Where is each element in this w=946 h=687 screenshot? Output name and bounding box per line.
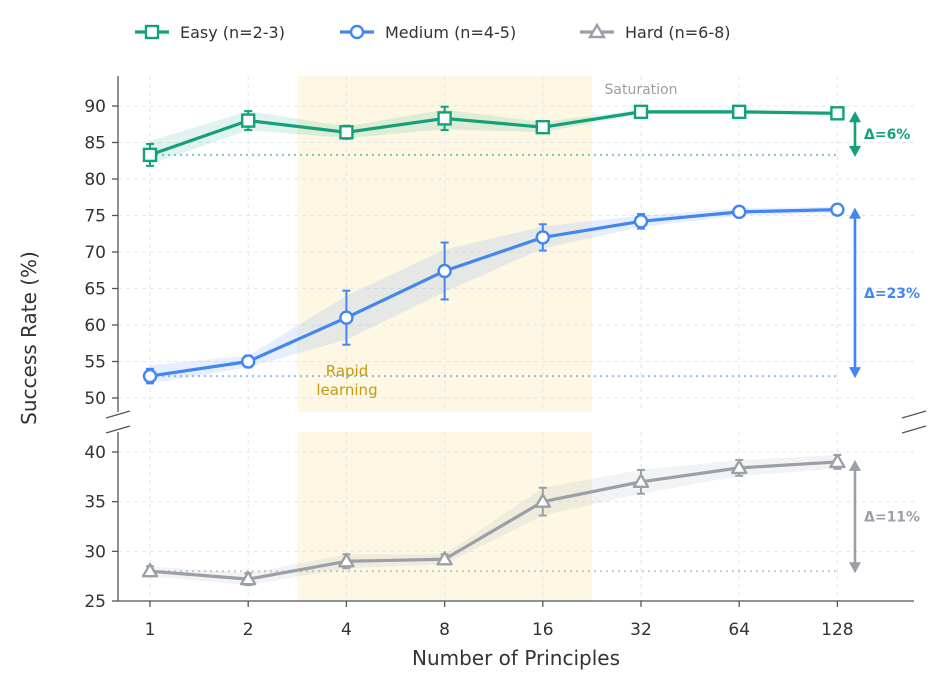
annotation-layer: Saturation Rapid learning xyxy=(316,82,677,399)
y-tick-label: 40 xyxy=(84,443,106,463)
legend-triangle-marker xyxy=(587,22,607,39)
series-2-point xyxy=(829,453,846,469)
saturation-annotation: Saturation xyxy=(605,82,678,98)
legend-square-marker xyxy=(144,24,160,40)
delta-arrow-0: Δ=6% xyxy=(849,111,910,157)
axis-break-mark xyxy=(105,425,131,434)
series-0-point xyxy=(240,113,256,128)
x-tick-label: 32 xyxy=(630,620,652,640)
series-0-point xyxy=(633,104,649,120)
series-0-point xyxy=(437,111,452,126)
delta-arrow-head-down xyxy=(849,145,861,157)
legend-label: Easy (n=2-3) xyxy=(180,23,285,42)
series-1-point xyxy=(830,202,845,217)
x-axis-title: Number of Principles xyxy=(412,646,620,670)
series-1-point xyxy=(535,230,550,245)
delta-arrow-head-up xyxy=(849,111,861,123)
axis-layer: 50 55 60 65 70 75 80 85 90 25 30 35 40 1 2 4 8 16 32 64 128 xyxy=(84,76,927,640)
axis-break-mark xyxy=(901,410,927,419)
y-tick-label: 75 xyxy=(84,207,106,227)
y-tick-label: 55 xyxy=(84,353,106,373)
series-2-point xyxy=(632,473,650,488)
y-axis-title: Success Rate (%) xyxy=(17,251,41,425)
x-tick-label: 16 xyxy=(532,620,554,640)
series-2-point xyxy=(534,493,551,508)
series-0-confidence-band xyxy=(150,109,838,165)
series-0-point xyxy=(339,125,354,140)
y-tick-label: 80 xyxy=(84,170,106,190)
series-1-confidence-band xyxy=(150,206,838,384)
series-2-point xyxy=(338,553,355,568)
y-tick-label: 35 xyxy=(84,493,106,513)
rapid-learning-annotation-line1: Rapid xyxy=(326,362,369,380)
x-tick-label: 64 xyxy=(728,620,750,640)
delta-label: Δ=11% xyxy=(864,510,920,526)
y-tick-label: 25 xyxy=(84,592,106,612)
series-2-point xyxy=(436,551,453,566)
legend: Easy (n=2-3) Medium (n=4-5) Hard (n=6-8) xyxy=(135,22,731,42)
y-tick-label: 85 xyxy=(84,134,106,154)
series-2-point xyxy=(239,570,257,586)
delta-arrow-head-down xyxy=(849,562,861,574)
series-1-point xyxy=(437,263,452,279)
series-1-line xyxy=(148,208,840,378)
legend-item-1: Medium (n=4-5) xyxy=(340,23,516,42)
series-2-point xyxy=(731,459,748,475)
x-tick-label: 1 xyxy=(145,620,156,640)
series-0-point xyxy=(830,106,845,121)
legend-label: Medium (n=4-5) xyxy=(385,23,516,42)
series-0-point xyxy=(732,104,747,120)
series-0-point xyxy=(535,119,550,135)
series-1-point xyxy=(732,204,747,220)
legend-item-0: Easy (n=2-3) xyxy=(135,23,285,42)
delta-label: Δ=23% xyxy=(864,286,920,302)
delta-label: Δ=6% xyxy=(864,127,910,143)
series-2-point xyxy=(141,563,159,578)
series-layer xyxy=(141,104,846,587)
y-tick-label: 30 xyxy=(84,542,106,562)
series-1-point xyxy=(339,310,354,325)
legend-label: Hard (n=6-8) xyxy=(625,23,731,42)
x-tick-label: 4 xyxy=(341,620,352,640)
delta-arrow-1: Δ=23% xyxy=(849,207,920,379)
delta-arrow-head-up xyxy=(849,459,861,471)
series-2-line xyxy=(148,460,840,581)
rapid-learning-annotation-line2: learning xyxy=(316,381,377,399)
y-tick-label: 50 xyxy=(84,389,106,409)
y-tick-label: 65 xyxy=(84,280,106,300)
y-tick-label: 60 xyxy=(84,316,106,336)
series-1-point xyxy=(240,354,256,369)
axis-break-mark xyxy=(105,410,131,419)
x-tick-label: 2 xyxy=(243,620,254,640)
series-0-point xyxy=(142,147,158,163)
series-1-point xyxy=(633,214,649,229)
x-tick-label: 8 xyxy=(439,620,450,640)
axis-break-mark xyxy=(901,425,927,434)
baseline-layer xyxy=(150,153,838,573)
band-layer xyxy=(150,109,838,586)
series-0-line xyxy=(148,110,840,157)
legend-circle-marker xyxy=(349,24,365,40)
series-1-point xyxy=(142,368,158,384)
delta-layer: Δ=6% Δ=23% Δ=11% xyxy=(849,111,920,574)
x-tick-label: 128 xyxy=(821,620,853,640)
legend-item-2: Hard (n=6-8) xyxy=(580,22,731,42)
y-tick-label: 90 xyxy=(84,97,106,117)
delta-arrow-2: Δ=11% xyxy=(849,459,920,574)
y-tick-label: 70 xyxy=(84,243,106,263)
delta-arrow-head-up xyxy=(849,207,861,219)
series-2-confidence-band xyxy=(150,454,838,586)
delta-arrow-head-down xyxy=(849,367,861,379)
